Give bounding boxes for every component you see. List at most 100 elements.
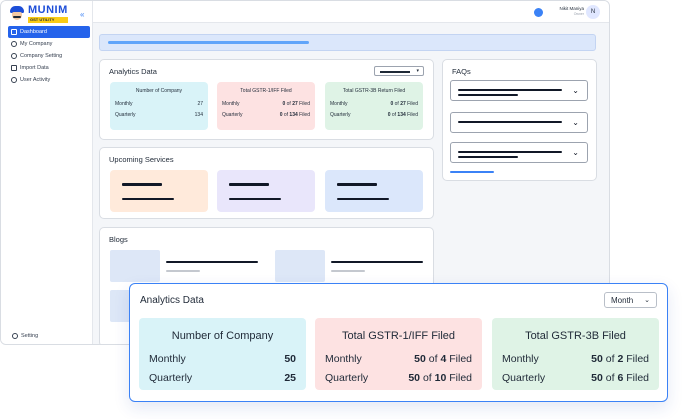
service-card[interactable] — [325, 170, 423, 212]
stat-label: Quarterly — [149, 372, 193, 384]
brand-logo[interactable]: MUNIM GST UTILITY — [9, 5, 68, 23]
blog-title-line[interactable] — [166, 261, 258, 263]
analytics-card: Analytics Data ▾ Number of Company Month… — [99, 59, 434, 140]
sidebar-item-label: Import Data — [20, 65, 49, 71]
period-select[interactable]: Month ⌄ — [604, 292, 657, 308]
zoom-analytics-title: Analytics Data — [140, 295, 204, 306]
stat-value: 27 — [197, 101, 203, 107]
faq-item[interactable]: ⌄ — [450, 112, 588, 133]
blog-thumbnail[interactable] — [110, 250, 160, 282]
avatar[interactable]: N — [586, 5, 600, 19]
zoom-gstr1-card: Total GSTR-1/IFF Filed Monthly 50 of 4 F… — [315, 318, 482, 390]
stat-title: Total GSTR-1/IFF Filed — [240, 88, 292, 94]
stat-value: 0 of 27 Filed — [390, 101, 418, 107]
stat-label: Quarterly — [502, 372, 546, 384]
chevron-down-icon: ⌄ — [572, 118, 579, 127]
sidebar-item-label: Setting — [21, 333, 39, 339]
setup-progress-bar — [99, 34, 596, 51]
view-all-faqs-link[interactable] — [450, 171, 494, 173]
bell-icon[interactable] — [534, 8, 543, 17]
stat-label: Monthly — [149, 353, 186, 365]
progress-fill — [108, 41, 309, 44]
sidebar-item-dashboard[interactable]: Dashboard — [8, 26, 90, 38]
upcoming-services-card: Upcoming Services — [99, 147, 434, 219]
chevron-down-icon: ⌄ — [644, 297, 650, 304]
stat-label: Monthly — [330, 101, 348, 107]
database-icon — [11, 65, 17, 71]
zoomed-analytics-panel: Analytics Data Month ⌄ Number of Company… — [129, 283, 668, 402]
service-card[interactable] — [110, 170, 208, 212]
sidebar-item-import-data[interactable]: Import Data — [8, 62, 90, 74]
chevron-down-icon: ⌄ — [572, 148, 579, 157]
stat-value: 50 — [284, 353, 296, 365]
sidebar-item-label: My Company — [20, 41, 53, 47]
gear-icon — [12, 333, 18, 339]
stat-value: 134 — [194, 112, 203, 118]
company-count-card: Number of Company Monthly 27 Quarterly 134 — [110, 82, 208, 130]
sidebar-item-label: Company Setting — [20, 53, 63, 59]
blog-meta-line — [166, 270, 200, 272]
stat-title: Number of Company — [135, 88, 183, 94]
gstr1-card: Total GSTR-1/IFF Filed Monthly 0 of 27 F… — [217, 82, 315, 130]
stat-label: Quarterly — [330, 112, 351, 118]
sidebar-item-company-setting[interactable]: Company Setting — [8, 50, 90, 62]
sidebar-item-label: Dashboard — [20, 29, 47, 35]
upcoming-title: Upcoming Services — [109, 155, 174, 164]
user-icon — [11, 77, 17, 83]
stat-title: Number of Company — [171, 330, 274, 342]
stat-value: 50 of 2 Filed — [591, 353, 649, 365]
sidebar-item-setting[interactable]: Setting — [12, 333, 38, 339]
stat-label: Monthly — [222, 101, 240, 107]
period-select-value: Month — [611, 295, 634, 305]
stat-value: 0 of 27 Filed — [282, 101, 310, 107]
stat-label: Quarterly — [325, 372, 369, 384]
service-card[interactable] — [217, 170, 315, 212]
zoom-gstr3b-card: Total GSTR-3B Filed Monthly 50 of 2 File… — [492, 318, 659, 390]
home-icon — [11, 29, 17, 35]
stat-label: Monthly — [502, 353, 539, 365]
analytics-title: Analytics Data — [109, 67, 157, 76]
zoom-company-count-card: Number of Company Monthly 50 Quarterly 25 — [139, 318, 306, 390]
blogs-title: Blogs — [109, 235, 128, 244]
stat-label: Quarterly — [222, 112, 243, 118]
sidebar-item-user-activity[interactable]: User Activity — [8, 74, 90, 86]
stat-label: Monthly — [325, 353, 362, 365]
blog-title-line[interactable] — [331, 261, 423, 263]
user-info[interactable]: Nikit Maniya Owner — [559, 6, 584, 16]
stat-value: 50 of 6 Filed — [591, 372, 649, 384]
eye-icon — [11, 41, 17, 47]
faqs-title: FAQs — [452, 67, 471, 76]
sidebar-nav: Dashboard My Company Company Setting Imp… — [8, 26, 90, 86]
brand-name: MUNIM — [28, 4, 68, 16]
faqs-card: FAQs ⌄ ⌄ ⌄ — [442, 59, 597, 181]
munim-mascot-icon — [9, 5, 25, 21]
user-name: Nikit Maniya — [559, 6, 584, 11]
stat-label: Monthly — [115, 101, 133, 107]
stat-value: 50 of 10 Filed — [408, 372, 472, 384]
faq-item[interactable]: ⌄ — [450, 142, 588, 163]
dashboard-window: MUNIM GST UTILITY « Dashboard My Company… — [0, 0, 610, 345]
sidebar: MUNIM GST UTILITY « Dashboard My Company… — [1, 1, 93, 344]
blog-meta-line — [331, 270, 365, 272]
blog-thumbnail[interactable] — [275, 250, 325, 282]
top-bar: Nikit Maniya Owner N — [93, 1, 609, 23]
gstr3b-card: Total GSTR-3B Return Filed Monthly 0 of … — [325, 82, 423, 130]
stat-label: Quarterly — [115, 112, 136, 118]
user-role: Owner — [573, 12, 584, 16]
stat-value: 50 of 4 Filed — [414, 353, 472, 365]
chevron-down-icon: ⌄ — [572, 86, 579, 95]
double-chevron-left-icon[interactable]: « — [80, 10, 85, 19]
stat-value: 0 of 134 Filed — [279, 112, 310, 118]
stat-value: 0 of 134 Filed — [387, 112, 418, 118]
stat-value: 25 — [284, 372, 296, 384]
analytics-period-select[interactable]: ▾ — [374, 66, 424, 76]
sidebar-item-label: User Activity — [20, 77, 51, 83]
sidebar-item-my-company[interactable]: My Company — [8, 38, 90, 50]
brand-tagline: GST UTILITY — [28, 17, 68, 23]
stat-title: Total GSTR-3B Return Filed — [342, 88, 406, 94]
gear-icon — [11, 53, 17, 59]
stat-title: Total GSTR-1/IFF Filed — [341, 330, 456, 342]
chevron-down-icon: ▾ — [416, 68, 419, 74]
faq-item[interactable]: ⌄ — [450, 80, 588, 101]
